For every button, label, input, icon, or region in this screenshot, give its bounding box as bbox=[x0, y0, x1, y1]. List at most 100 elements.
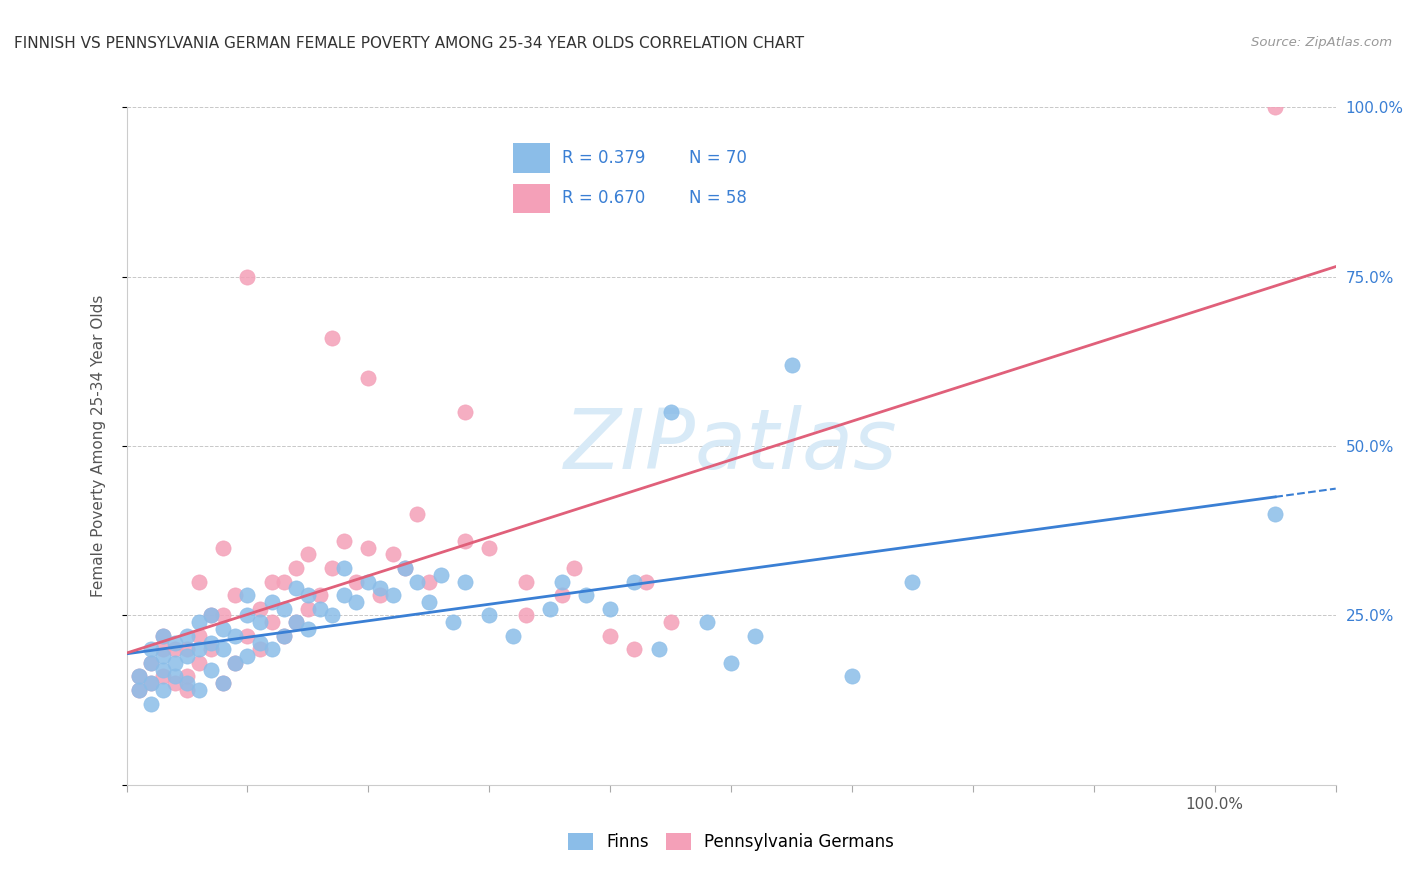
Point bbox=[176, 629, 198, 643]
Point bbox=[297, 622, 319, 636]
Point bbox=[188, 656, 211, 670]
Point bbox=[188, 642, 211, 657]
Point bbox=[333, 561, 356, 575]
Point bbox=[224, 588, 246, 602]
Text: Source: ZipAtlas.com: Source: ZipAtlas.com bbox=[1251, 36, 1392, 49]
Point bbox=[176, 676, 198, 690]
Point bbox=[163, 669, 186, 683]
Point bbox=[297, 588, 319, 602]
Point bbox=[236, 269, 259, 284]
Point bbox=[260, 615, 283, 630]
Point bbox=[599, 629, 621, 643]
Point bbox=[212, 642, 235, 657]
Point bbox=[152, 683, 174, 698]
Point bbox=[551, 588, 574, 602]
Point bbox=[224, 656, 246, 670]
Point bbox=[249, 635, 271, 649]
Point bbox=[163, 676, 186, 690]
Point bbox=[696, 615, 718, 630]
Point bbox=[273, 601, 295, 615]
Point bbox=[515, 608, 537, 623]
Point bbox=[720, 656, 742, 670]
Point bbox=[659, 405, 682, 419]
Point bbox=[152, 629, 174, 643]
Text: N = 58: N = 58 bbox=[689, 189, 747, 208]
Point bbox=[551, 574, 574, 589]
Point bbox=[260, 642, 283, 657]
Point bbox=[188, 683, 211, 698]
Point bbox=[200, 608, 222, 623]
Point bbox=[139, 642, 162, 657]
Point bbox=[297, 601, 319, 615]
Point bbox=[236, 649, 259, 664]
Point bbox=[297, 548, 319, 562]
Point bbox=[744, 629, 766, 643]
Point bbox=[441, 615, 464, 630]
Point bbox=[188, 615, 211, 630]
Point bbox=[236, 608, 259, 623]
Point bbox=[780, 358, 803, 372]
Point bbox=[163, 635, 186, 649]
Point bbox=[188, 629, 211, 643]
Point bbox=[273, 629, 295, 643]
Point bbox=[381, 548, 404, 562]
Point bbox=[188, 574, 211, 589]
Point bbox=[344, 574, 367, 589]
Point bbox=[357, 574, 380, 589]
Point bbox=[284, 615, 307, 630]
Point bbox=[249, 601, 271, 615]
Point bbox=[901, 574, 924, 589]
Point bbox=[139, 656, 162, 670]
Point bbox=[321, 330, 343, 344]
Point bbox=[128, 669, 150, 683]
Point bbox=[176, 649, 198, 664]
Point bbox=[515, 574, 537, 589]
Point bbox=[538, 601, 561, 615]
Point bbox=[163, 642, 186, 657]
Point bbox=[454, 533, 477, 548]
Point bbox=[249, 615, 271, 630]
Point bbox=[1264, 100, 1286, 114]
Point bbox=[333, 533, 356, 548]
Point bbox=[370, 582, 392, 596]
Point bbox=[636, 574, 658, 589]
Point bbox=[841, 669, 863, 683]
Point bbox=[1264, 507, 1286, 521]
Point bbox=[321, 561, 343, 575]
Bar bbox=[513, 143, 550, 173]
Point bbox=[152, 649, 174, 664]
Point bbox=[370, 588, 392, 602]
Point bbox=[333, 588, 356, 602]
Point bbox=[176, 669, 198, 683]
Point bbox=[236, 629, 259, 643]
Text: N = 70: N = 70 bbox=[689, 149, 747, 167]
Point bbox=[575, 588, 598, 602]
Point bbox=[200, 608, 222, 623]
Point bbox=[139, 697, 162, 711]
Point bbox=[163, 656, 186, 670]
Point bbox=[200, 663, 222, 677]
Point bbox=[418, 574, 440, 589]
Point bbox=[357, 371, 380, 385]
Point bbox=[344, 595, 367, 609]
Point bbox=[212, 676, 235, 690]
Point bbox=[212, 541, 235, 555]
Point bbox=[623, 642, 645, 657]
Point bbox=[152, 663, 174, 677]
Point bbox=[212, 608, 235, 623]
Point bbox=[200, 635, 222, 649]
Point bbox=[381, 588, 404, 602]
Point bbox=[273, 629, 295, 643]
Point bbox=[224, 656, 246, 670]
Text: FINNISH VS PENNSYLVANIA GERMAN FEMALE POVERTY AMONG 25-34 YEAR OLDS CORRELATION : FINNISH VS PENNSYLVANIA GERMAN FEMALE PO… bbox=[14, 36, 804, 51]
Point bbox=[430, 567, 453, 582]
Point bbox=[478, 608, 501, 623]
Legend: Finns, Pennsylvania Germans: Finns, Pennsylvania Germans bbox=[561, 827, 901, 858]
Point bbox=[502, 629, 524, 643]
Point bbox=[200, 642, 222, 657]
Point bbox=[321, 608, 343, 623]
Point bbox=[647, 642, 669, 657]
Text: R = 0.379: R = 0.379 bbox=[562, 149, 645, 167]
Point bbox=[357, 541, 380, 555]
Point bbox=[309, 588, 332, 602]
